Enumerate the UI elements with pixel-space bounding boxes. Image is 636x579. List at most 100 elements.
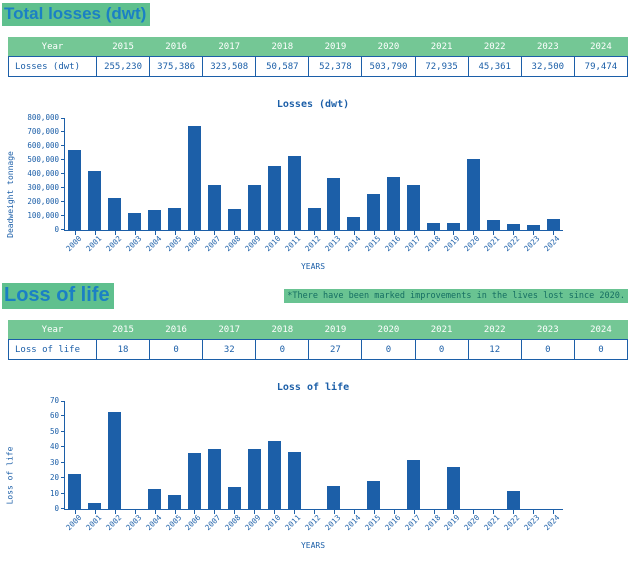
x-tick-mark (353, 231, 355, 235)
data-row: Losses (dwt) 255,230 375,386 323,508 50,587 5… (8, 56, 629, 77)
x-tick-mark (74, 231, 76, 235)
x-tick-label: 2022 (502, 513, 522, 533)
chart-title: Losses (dwt) (276, 99, 350, 110)
x-axis-ticks: 2000 2001 2002 2003 2004 2005 2006 2007 2008 2009… (64, 231, 564, 261)
bar-2014 (347, 217, 361, 230)
y-tick-label: 30 (49, 457, 59, 467)
bar-2012 (307, 207, 321, 230)
x-tick-label: 2000 (64, 234, 84, 254)
y-axis-label: Deadweight tonnage (2, 118, 18, 271)
x-tick-label: 2014 (343, 513, 363, 533)
year-header-cell: 2019 (308, 37, 363, 57)
x-tick-label: 2019 (442, 513, 462, 533)
x-tick-label: 2023 (522, 513, 542, 533)
y-tick-label: 0 (54, 504, 59, 513)
y-axis-ticks: 0 10 20 30 40 50 60 70 (18, 397, 64, 513)
x-tick-label: 2021 (482, 234, 502, 254)
bar-2008 (227, 209, 241, 230)
value-cell: 32 (202, 339, 257, 360)
x-tick-mark (513, 231, 515, 235)
year-header-cell: 2022 (467, 320, 522, 340)
year-header-cell: 2022 (467, 37, 522, 57)
year-header-cell: 2018 (255, 37, 310, 57)
x-tick-mark (493, 231, 495, 235)
plot-area (61, 401, 563, 514)
y-tick-mark (61, 508, 65, 509)
x-tick-label: 2014 (343, 234, 363, 254)
loss-of-life-chart: Loss of life Loss of life 0 10 20 30 40 50 60 7… (0, 382, 636, 550)
loss-of-life-heading-row: Loss of life *There have been marked imp… (2, 283, 628, 309)
x-tick-label: 2011 (283, 513, 303, 533)
y-tick-mark (61, 415, 65, 417)
bar-2008 (227, 487, 241, 509)
bar-2007 (207, 448, 221, 509)
bar-2009 (247, 185, 261, 230)
y-tick-mark (61, 173, 65, 174)
x-tick-mark (533, 510, 535, 514)
x-tick-label: 2010 (263, 234, 283, 254)
bar-2021 (486, 219, 500, 230)
x-tick-mark (473, 231, 475, 235)
x-tick-label: 2019 (442, 234, 462, 254)
value-cell: 0 (520, 339, 575, 360)
bar-2010 (267, 441, 281, 509)
y-tick-label: 600,000 (27, 141, 59, 150)
loss-of-life-table: Year 2015 2016 2017 2018 2019 2020 2021 2022 2023… (8, 320, 629, 360)
chart-title: Loss of life (276, 382, 350, 393)
x-tick-mark (553, 510, 555, 514)
x-tick-mark (254, 231, 256, 235)
x-tick-mark (373, 231, 375, 235)
year-header-cell: 2016 (149, 320, 204, 340)
year-header-row: Year 2015 2016 2017 2018 2019 2020 2021 2022 2023… (8, 320, 629, 340)
value-cell: 18 (95, 339, 151, 360)
value-cell: 375,386 (149, 56, 204, 77)
value-cell: 45,361 (467, 56, 522, 77)
x-tick-mark (154, 510, 156, 514)
x-tick-label: 2020 (462, 513, 482, 533)
chart-body: Loss of life 0 10 20 30 40 50 60 70 2000 2001 200… (2, 397, 636, 550)
y-tick-mark (61, 187, 65, 188)
bar-2022 (506, 490, 520, 509)
year-header-cell: 2023 (520, 320, 575, 340)
x-tick-label: 2010 (263, 513, 283, 533)
row-label-cell: Loss of life (8, 339, 97, 360)
x-tick-label: 2022 (502, 234, 522, 254)
x-tick-label: 2005 (163, 513, 183, 533)
bar-2002 (108, 197, 122, 230)
x-tick-mark (413, 510, 415, 514)
bar-2001 (88, 171, 102, 230)
x-tick-label: 2008 (223, 234, 243, 254)
x-tick-mark (94, 510, 96, 514)
x-tick-label: 2015 (362, 234, 383, 254)
x-tick-label: 2017 (402, 513, 422, 533)
x-tick-label: 2003 (123, 234, 144, 254)
x-tick-mark (134, 231, 136, 235)
y-axis-label-text: Loss of life (5, 446, 15, 505)
value-cell: 72,935 (414, 56, 469, 77)
x-tick-label: 2007 (203, 234, 223, 254)
x-tick-mark (453, 231, 455, 235)
x-tick-mark (493, 510, 495, 514)
bar-2009 (247, 448, 261, 509)
value-cell: 255,230 (95, 56, 151, 77)
x-tick-label: 2001 (84, 234, 104, 254)
x-tick-label: 2006 (183, 513, 203, 533)
x-tick-label: 2007 (203, 513, 223, 533)
value-cell: 79,474 (573, 56, 629, 77)
x-tick-label: 2017 (402, 234, 422, 254)
bar-2019 (446, 467, 460, 509)
x-tick-label: 2018 (422, 513, 442, 533)
y-axis-label: Loss of life (2, 401, 18, 550)
x-tick-label: 2002 (104, 513, 124, 533)
year-header-cell: 2021 (414, 320, 469, 340)
row-label-cell: Losses (dwt) (8, 56, 97, 77)
y-tick-mark (61, 159, 65, 160)
x-tick-mark (174, 231, 176, 235)
x-axis-label: YEARS (300, 262, 326, 271)
x-tick-label: 2021 (482, 513, 502, 533)
y-tick-mark (61, 118, 65, 119)
losses-chart: Losses (dwt) Deadweight tonnage 0 100,000… (0, 99, 636, 271)
y-tick-label: 10 (49, 488, 59, 498)
y-tick-mark (61, 215, 65, 216)
x-tick-mark (473, 510, 475, 514)
